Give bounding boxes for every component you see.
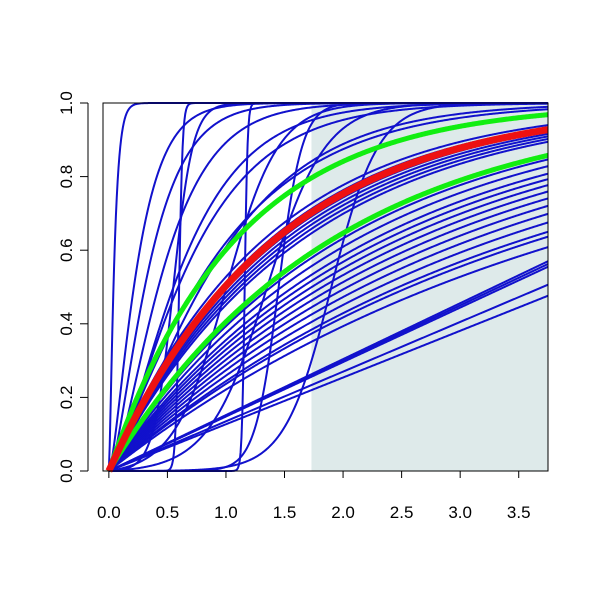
x-tick-label-0: 0.0 (97, 503, 121, 522)
y-tick-label-3: 0.6 (57, 238, 76, 262)
sample-curve-33 (108, 105, 548, 472)
sample-curve-8 (108, 197, 548, 472)
y-tick-label-5: 1.0 (57, 91, 76, 115)
x-axis: 0.0 0.5 1.0 1.5 2.0 2.5 3.0 3.5 (97, 470, 531, 522)
x-tick-label-5: 2.5 (390, 503, 414, 522)
envelope-curve-1 (106, 112, 548, 472)
y-axis: 0.0 0.2 0.4 0.6 0.8 1.0 (57, 91, 89, 483)
y-tick-label-2: 0.4 (57, 312, 76, 336)
sample-curve-21 (107, 124, 548, 472)
y-tick-label-1: 0.2 (57, 386, 76, 410)
sample-curve-4 (108, 172, 548, 472)
sample-curve-32 (108, 102, 548, 472)
x-tick-label-3: 1.5 (273, 503, 297, 522)
sample-curve-25 (108, 283, 548, 472)
sample-curve-11 (108, 221, 548, 472)
y-tick-label-4: 0.8 (57, 165, 76, 189)
sample-curve-24 (108, 260, 548, 472)
sample-curve-5 (108, 178, 548, 472)
y-tick-label-0: 0.0 (57, 459, 76, 483)
sample-curve-3 (108, 165, 548, 472)
sample-curve-26 (108, 294, 548, 472)
sample-curve-16 (107, 137, 548, 472)
sample-curve-7 (108, 190, 548, 472)
x-tick-label-7: 3.5 (507, 503, 531, 522)
x-tick-label-1: 0.5 (156, 503, 180, 522)
x-tick-label-6: 3.0 (448, 503, 472, 522)
envelope-curve-2 (106, 152, 548, 473)
sample-curve-17 (107, 135, 548, 472)
x-tick-label-4: 2.0 (331, 503, 355, 522)
x-tick-label-2: 1.0 (214, 503, 238, 522)
sample-curve-6 (108, 184, 548, 472)
sample-curve-12 (108, 230, 548, 472)
sample-curve-15 (107, 140, 548, 472)
sample-curve-13 (108, 235, 548, 472)
highlight-curve (105, 126, 548, 473)
sample-curve-10 (108, 212, 548, 472)
